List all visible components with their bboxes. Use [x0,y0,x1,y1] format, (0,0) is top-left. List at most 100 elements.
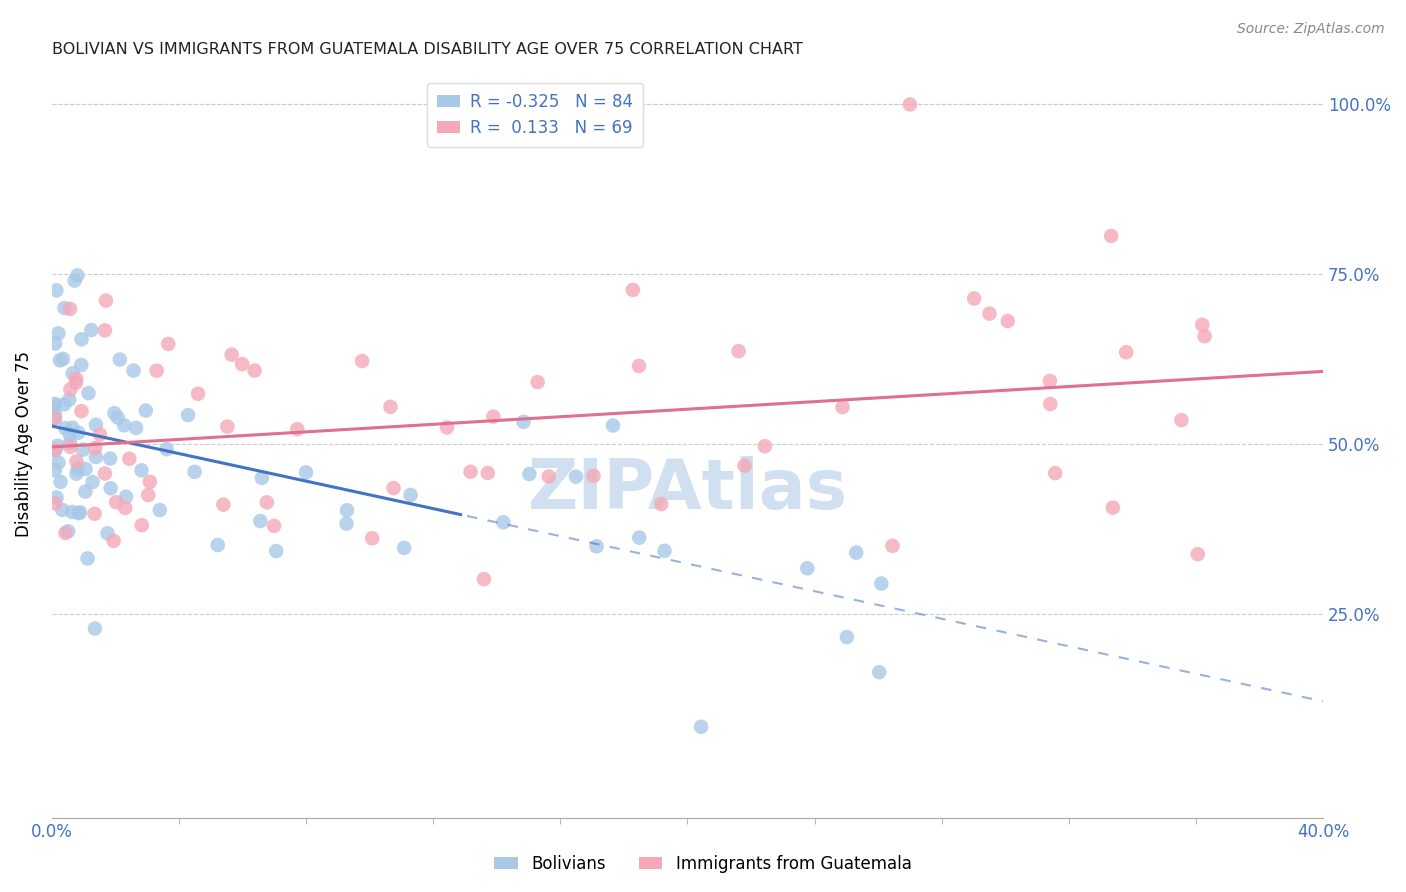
Point [217,419,239,434]
Point [131,518,153,533]
Point [65,372,87,386]
Point [46,439,69,453]
Point [654,543,676,558]
Point [519,467,541,481]
Point [690,720,713,734]
Point [82,475,104,489]
Point [831,400,853,414]
Point [250,471,273,485]
Point [94,323,117,337]
Point [48,456,70,470]
Point [628,359,651,373]
Point [898,97,921,112]
Point [1102,500,1125,515]
Point [45,491,67,505]
Point [754,439,776,453]
Point [75,484,97,499]
Point [77,386,100,401]
Point [63,274,86,288]
Point [482,409,505,424]
Point [526,375,548,389]
Point [156,442,179,457]
Point [70,332,93,346]
Point [122,363,145,377]
Point [72,442,94,457]
Point [66,268,89,283]
Point [285,422,308,436]
Point [62,367,84,381]
Point [796,561,818,575]
Point [59,427,82,442]
Point [582,468,605,483]
Point [114,500,136,515]
Point [80,323,103,337]
Point [585,540,607,554]
Point [69,505,91,519]
Point [53,421,76,435]
Text: BOLIVIAN VS IMMIGRANTS FROM GUATEMALA DISABILITY AGE OVER 75 CORRELATION CHART: BOLIVIAN VS IMMIGRANTS FROM GUATEMALA DI… [52,42,803,57]
Point [44,444,66,458]
Point [212,498,235,512]
Point [84,417,107,432]
Point [1191,318,1213,332]
Point [58,392,80,407]
Point [436,420,458,434]
Point [131,463,153,477]
Point [602,418,624,433]
Point [361,531,384,545]
Point [52,351,75,366]
Point [352,354,374,368]
Point [65,454,87,468]
Point [62,420,84,434]
Point [94,293,117,308]
Point [118,451,141,466]
Point [460,465,482,479]
Point [149,503,172,517]
Point [382,481,405,495]
Point [53,397,76,411]
Point [187,387,209,401]
Point [1194,329,1216,343]
Point [472,572,495,586]
Point [135,403,157,417]
Point [89,427,111,442]
Point [145,364,167,378]
Point [48,326,70,341]
Point [1187,547,1209,561]
Point [103,533,125,548]
Point [1170,413,1192,427]
Point [537,469,560,483]
Point [565,469,588,483]
Point [59,383,82,397]
Point [58,524,80,539]
Point [221,348,243,362]
Point [103,406,125,420]
Point [336,503,359,517]
Point [59,436,82,450]
Point [76,551,98,566]
Point [734,458,756,473]
Point [44,411,66,425]
Point [392,541,415,555]
Point [51,503,73,517]
Point [84,450,107,464]
Point [1115,345,1137,359]
Point [512,415,534,429]
Point [177,408,200,422]
Point [835,630,858,644]
Text: Source: ZipAtlas.com: Source: ZipAtlas.com [1237,22,1385,37]
Point [628,531,651,545]
Point [727,344,749,359]
Point [997,314,1019,328]
Point [44,442,66,457]
Point [75,462,97,476]
Point [477,466,499,480]
Point [399,488,422,502]
Point [83,507,105,521]
Point [207,538,229,552]
Point [264,544,287,558]
Point [84,622,107,636]
Point [295,466,318,480]
Point [97,526,120,541]
Point [870,576,893,591]
